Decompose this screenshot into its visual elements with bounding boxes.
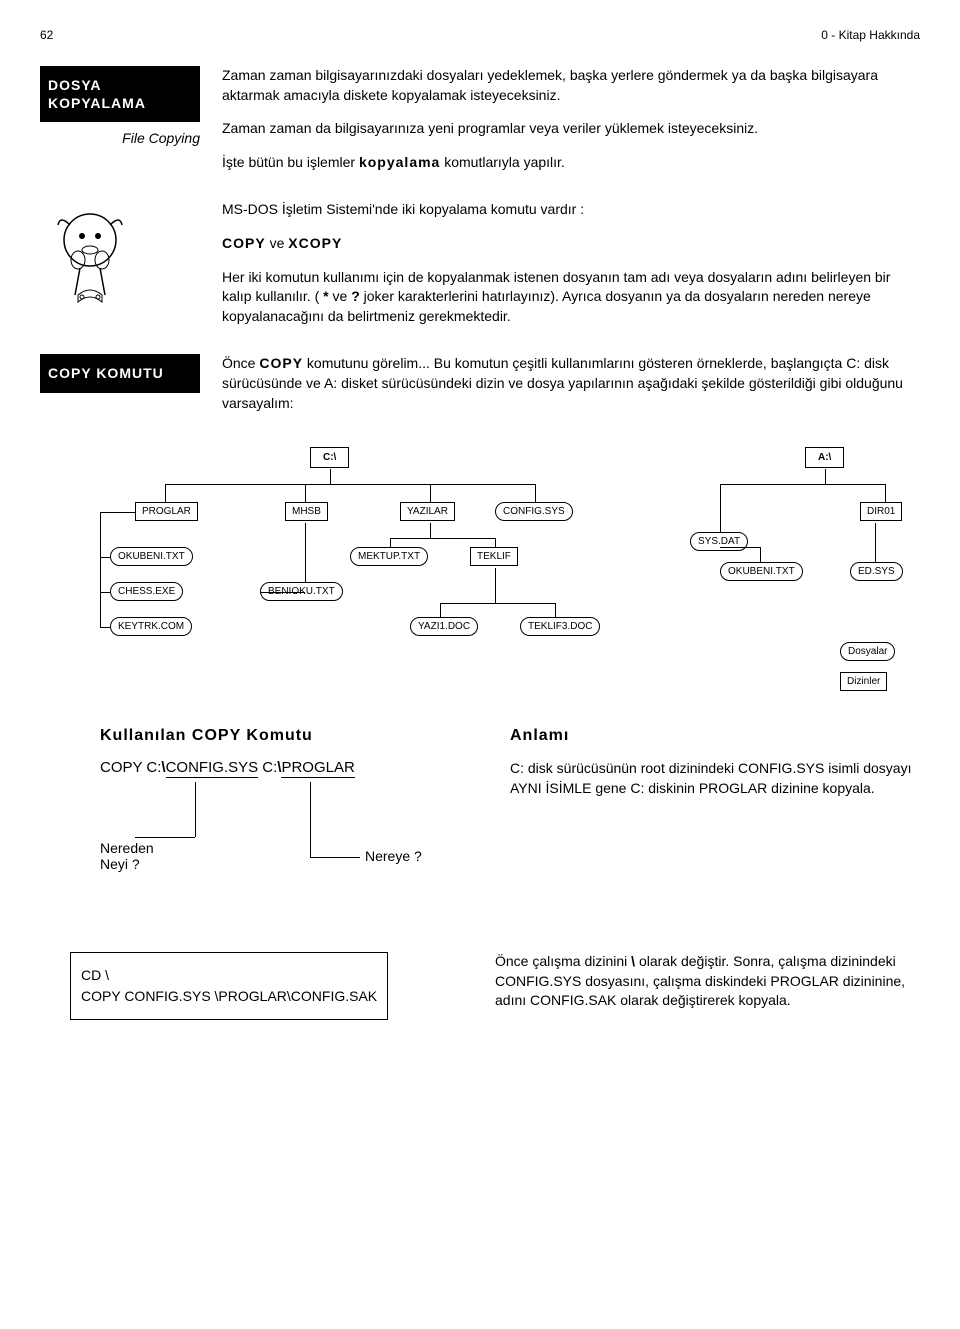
paragraph: COPY ve XCOPY	[222, 234, 920, 254]
tree-node: TEKLIF	[470, 547, 518, 566]
page-number: 62	[40, 28, 53, 42]
tree-node-file: ED.SYS	[850, 562, 903, 581]
section-subtitle: File Copying	[40, 122, 200, 146]
tree-node: DIR01	[860, 502, 902, 521]
section-label-line: KOPYALAMA	[48, 94, 192, 112]
legend-file: Dosyalar	[840, 642, 895, 661]
tree-node-file: TEKLIF3.DOC	[520, 617, 600, 636]
legend-dir: Dizinler	[840, 672, 887, 691]
chapter-title: 0 - Kitap Hakkında	[821, 28, 920, 42]
tree-node: PROGLAR	[135, 502, 198, 521]
paragraph: Zaman zaman bilgisayarınızdaki dosyaları…	[222, 66, 920, 105]
paragraph: Zaman zaman da bilgisayarınıza yeni prog…	[222, 119, 920, 139]
command-example: COPY C:\CONFIG.SYS C:\PROGLAR	[100, 759, 510, 778]
page-header: 62 0 - Kitap Hakkında	[40, 28, 920, 42]
tree-node-file: CHESS.EXE	[110, 582, 183, 601]
section-label-line: COPY KOMUTU	[48, 364, 192, 382]
command-description: Önce çalışma dizinini \ olarak değiştir.…	[495, 952, 920, 1011]
command-box: CD \ COPY CONFIG.SYS \PROGLAR\CONFIG.SAK	[70, 952, 388, 1020]
meaning-heading: Anlamı	[510, 727, 920, 745]
tree-node-file: OKUBENI.TXT	[110, 547, 193, 566]
paragraph: Her iki komutun kullanımı için de kopyal…	[222, 268, 920, 327]
tree-node-file: YAZI1.DOC	[410, 617, 478, 636]
directory-tree-diagram: C:\ A:\ PROGLAR MHSB YAZILAR CONFIG.SYS …	[40, 447, 920, 697]
callout-label: NeredenNeyi ?	[100, 840, 154, 872]
section-label: COPY KOMUTU	[40, 354, 200, 392]
tree-node: A:\	[805, 447, 844, 468]
section-label: DOSYA KOPYALAMA	[40, 66, 200, 122]
character-icon	[40, 200, 140, 320]
paragraph: İşte bütün bu işlemler kopyalama komutla…	[222, 153, 920, 173]
paragraph: MS-DOS İşletim Sistemi'nde iki kopyalama…	[222, 200, 920, 220]
command-callout: NeredenNeyi ? Nereye ?	[100, 782, 510, 902]
tree-node-file: CONFIG.SYS	[495, 502, 573, 521]
callout-label: Nereye ?	[365, 848, 422, 864]
tree-node: MHSB	[285, 502, 328, 521]
tree-node-file: OKUBENI.TXT	[720, 562, 803, 581]
tree-node-file: KEYTRK.COM	[110, 617, 192, 636]
usage-heading: Kullanılan COPY Komutu	[100, 727, 510, 745]
tree-node: YAZILAR	[400, 502, 455, 521]
tree-node-file: SYS.DAT	[690, 532, 748, 551]
paragraph: Önce COPY komutunu görelim... Bu komutun…	[222, 354, 920, 413]
command-description: C: disk sürücüsünün root dizinindeki CON…	[510, 759, 920, 798]
tree-node-file: MEKTUP.TXT	[350, 547, 428, 566]
section-label-line: DOSYA	[48, 76, 192, 94]
tree-node: C:\	[310, 447, 349, 468]
